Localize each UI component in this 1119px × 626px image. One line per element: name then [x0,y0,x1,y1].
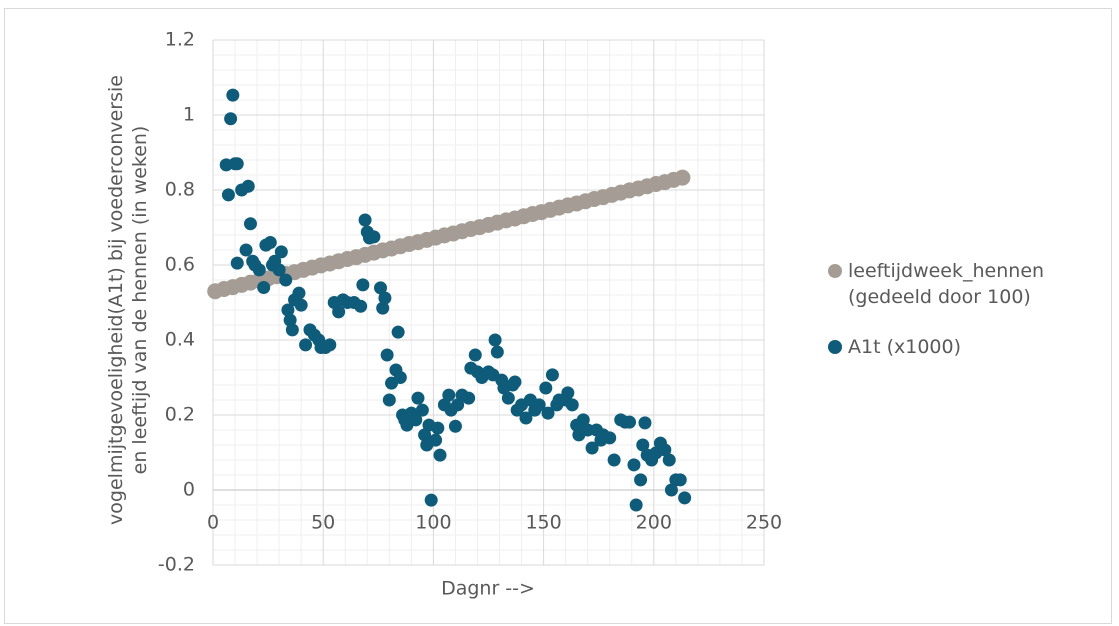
data-point [374,281,388,295]
data-point [356,278,370,292]
data-point [241,179,255,193]
data-point [433,448,447,462]
data-point [431,421,445,435]
data-point [545,368,559,382]
data-point [415,403,429,417]
data-point [634,473,648,487]
x-tick-label: 250 [746,512,782,534]
data-point [565,398,579,412]
data-point [274,245,288,259]
data-point [376,301,390,315]
y-axis-label: vogelmijtgevoeligheid(A1t) bij voedercon… [105,75,151,525]
data-point [283,313,297,327]
data-point [226,88,240,102]
y-tick-label: 0.4 [165,329,195,351]
data-point [382,393,396,407]
data-point [488,333,502,347]
data-point [292,286,306,300]
data-point [539,381,553,395]
data-point [442,388,456,402]
data-point [239,243,253,257]
data-point [627,458,641,472]
legend-marker [828,340,842,354]
data-point [285,323,299,337]
x-tick-label: 200 [636,512,672,534]
legend-label: leeftijdweek_hennen (gedeeld door 100) [848,260,1045,308]
data-point [409,413,423,427]
data-point [451,398,465,412]
data-point [221,188,235,202]
data-point [272,263,286,277]
legend-marker [828,264,842,278]
data-point [281,303,295,317]
data-point [678,491,692,505]
data-point [603,431,617,445]
x-tick-label: 100 [415,512,451,534]
data-point [332,305,346,319]
data-point [638,416,652,430]
data-point [664,483,678,497]
data-point [532,398,546,412]
y-tick-label: 0.2 [165,404,195,426]
data-point [224,112,238,126]
data-point [561,386,575,400]
x-tick-label: 0 [207,512,219,534]
data-point [393,371,407,384]
data-point [662,453,676,467]
data-point [629,498,643,512]
data-point [230,256,244,270]
data-point [380,348,394,362]
data-point [501,391,515,405]
data-point [391,325,405,339]
data-point [462,391,476,405]
data-point [411,391,425,405]
y-tick-label: 1.2 [165,29,195,51]
data-point [674,169,691,186]
x-tick-label: 150 [525,512,561,534]
data-point [636,438,650,452]
data-point [429,433,443,447]
data-point [263,236,277,249]
data-point [468,348,482,362]
data-point [378,291,392,305]
data-point [257,281,271,294]
y-tick-label: 1 [183,104,195,126]
legend-entry: A1t (x1000) [828,334,1098,360]
data-point [490,345,504,359]
data-point [243,217,257,231]
data-point [279,273,293,287]
data-point [418,428,432,442]
chart-frame [4,8,1112,624]
data-point [252,263,266,277]
y-tick-label: 0.6 [165,254,195,276]
data-point [367,230,381,244]
data-point [585,441,599,455]
legend-label: A1t (x1000) [848,336,961,358]
data-point [448,419,462,433]
data-point [230,157,244,171]
data-point [673,473,687,487]
data-point [658,443,672,457]
y-tick-label: 0.8 [165,179,195,201]
data-point [424,493,438,507]
data-point [607,453,621,467]
x-axis-label: Dagnr --> [441,578,535,600]
data-point [519,411,533,425]
data-point [576,413,590,427]
data-point [299,338,313,352]
legend-entry: leeftijdweek_hennen (gedeeld door 100) [828,258,1098,310]
data-point [623,415,637,429]
data-point [541,406,555,420]
data-point [358,213,372,227]
data-point [354,299,368,313]
x-tick-label: 50 [311,512,335,534]
y-tick-label: -0.2 [158,554,195,576]
data-point [323,338,337,352]
data-point [294,298,308,312]
data-point [508,375,522,389]
y-tick-label: 0 [183,479,195,501]
